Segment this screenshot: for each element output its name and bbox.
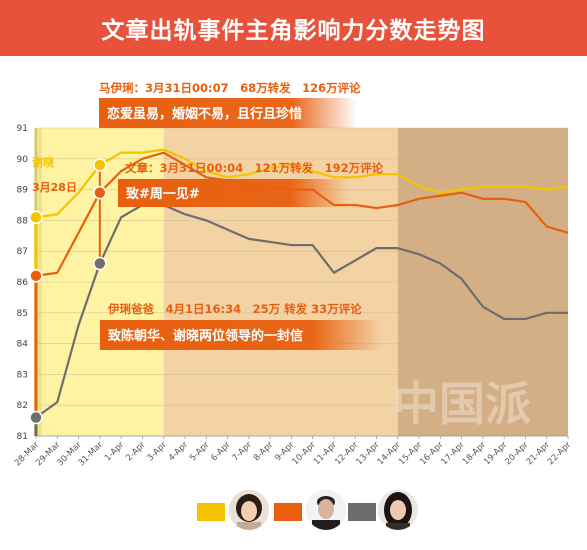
y-tick-label: 91 — [17, 124, 28, 134]
legend-swatch-orange — [274, 503, 302, 521]
callout-box — [99, 98, 357, 128]
legend-swatch-gray — [348, 503, 376, 521]
y-tick-label: 88 — [17, 216, 29, 226]
callout-text: 致陈朝华、谢晓两位领导的一封信 — [108, 328, 303, 344]
y-tick-label: 86 — [17, 278, 29, 288]
x-tick-label: 7-Apr — [231, 440, 255, 464]
callout-text: 致#周一见# — [126, 186, 200, 202]
x-tick-label: 8-Apr — [252, 440, 276, 464]
y-tick-label: 89 — [17, 186, 29, 196]
x-tick-label: 22-Apr — [546, 440, 574, 468]
callout-0: 马伊琍：3月31日00:07 68万转发 126万评论恋爱虽易，婚姻不易，且行且… — [99, 81, 361, 128]
x-tick-label: 2-Apr — [124, 440, 148, 464]
data-point-marker — [93, 185, 107, 200]
callout-box — [118, 179, 348, 207]
avatar-man-icon — [306, 490, 346, 530]
data-point-marker — [93, 158, 107, 172]
watermark: 中国派 — [393, 377, 531, 431]
series-line-2 — [35, 203, 568, 419]
legend-swatch-yellow — [197, 503, 225, 521]
x-tick-label: 4-Apr — [167, 440, 191, 464]
callout-header: 文章：3月31日00:04 121万转发 192万评论 — [125, 161, 384, 175]
callout-header: 伊琍爸爸 4月1日16:34 25万 转发 33万评论 — [107, 302, 362, 316]
y-tick-label: 90 — [17, 155, 29, 165]
x-tick-label: 31-Mar — [77, 440, 106, 469]
y-tick-label: 85 — [17, 309, 28, 319]
callout-box — [100, 320, 382, 350]
callout-2: 伊琍爸爸 4月1日16:34 25万 转发 33万评论致陈朝华、谢晓两位领导的一… — [100, 302, 382, 350]
data-point-marker — [29, 410, 43, 425]
x-tick-label: 3-Apr — [145, 440, 169, 464]
data-point-marker — [29, 269, 43, 283]
y-tick-label: 83 — [17, 370, 28, 380]
y-tick-label: 82 — [17, 401, 28, 411]
title-banner: 文章出轨事件主角影响力分数走势图 — [0, 0, 587, 56]
callout-header: 马伊琍：3月31日00:07 68万转发 126万评论 — [99, 81, 361, 95]
y-tick-label: 87 — [17, 247, 28, 257]
avatar-woman-long-hair-icon — [378, 490, 418, 530]
callout-text: 恋爱虽易，婚姻不易，且行且珍惜 — [107, 106, 302, 122]
x-tick-label: 6-Apr — [209, 440, 233, 464]
series-line-0 — [35, 148, 569, 219]
chart-title: 文章出轨事件主角影响力分数走势图 — [101, 18, 486, 44]
data-point-marker — [93, 256, 107, 271]
data-point-marker — [29, 210, 43, 225]
x-tick-label: 5-Apr — [188, 440, 212, 464]
point-label: 3月28日 — [32, 181, 77, 194]
y-tick-label: 84 — [17, 340, 29, 350]
x-tick-label: 1-Apr — [103, 440, 127, 464]
avatar-woman-short-hair-icon — [229, 490, 269, 530]
point-label: 谢晓 — [32, 155, 54, 169]
y-tick-label: 81 — [17, 432, 28, 442]
